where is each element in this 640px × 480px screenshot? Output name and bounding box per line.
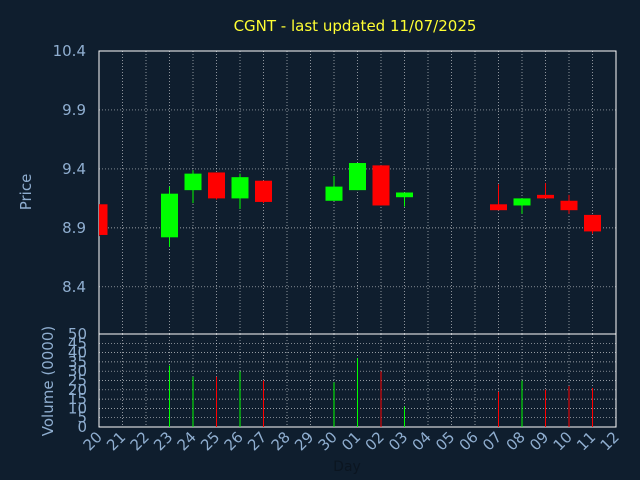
x-axis-label: Day [333, 459, 361, 475]
price-panel: 10.4 9.9 9.4 8.9 8.4 Price [17, 42, 617, 335]
price-y-tick: 9.4 [62, 160, 86, 178]
price-y-tick: 8.9 [62, 219, 86, 237]
candle-body [208, 172, 225, 199]
chart-title: CGNT - last updated 11/07/2025 [234, 17, 477, 35]
candle-body [584, 214, 601, 232]
candle-body [537, 194, 554, 199]
volume-y-tick: 10 [68, 399, 87, 417]
candle-body [161, 193, 178, 238]
volume-y-tick: 30 [68, 362, 87, 380]
candles [99, 163, 601, 247]
volume-y-tick: 25 [68, 372, 87, 390]
candle-body [99, 204, 108, 235]
volume-y-tick: 20 [68, 381, 87, 399]
x-tick-labels: 2021222324252627282930010203040506070809… [80, 428, 623, 454]
candle-body [513, 198, 531, 206]
volume-y-tick: 0 [77, 418, 87, 436]
candle-body [255, 180, 272, 202]
candle-body [325, 186, 343, 201]
candle-body [396, 192, 413, 198]
price-y-tick: 10.4 [53, 42, 86, 60]
volume-y-tick: 50 [68, 325, 87, 343]
candle-body [560, 200, 578, 211]
candle-body [372, 165, 390, 206]
volume-y-tick: 15 [68, 390, 87, 408]
price-axis-label: Price [17, 174, 35, 211]
volume-axis-label: Volume (0000) [39, 326, 57, 436]
price-y-tick: 9.9 [62, 101, 86, 119]
candle-body [184, 173, 202, 191]
volume-y-tick: 40 [68, 344, 87, 362]
candle-body [231, 177, 249, 199]
volume-y-tick: 35 [68, 353, 87, 371]
candle-body [490, 204, 507, 211]
price-y-ticks: 10.4 9.9 9.4 8.9 8.4 [53, 42, 86, 296]
volume-y-tick: 45 [68, 334, 87, 352]
volume-bars [169, 358, 593, 427]
price-y-tick: 8.4 [62, 278, 86, 296]
candle-body [349, 163, 366, 191]
volume-y-tick: 5 [77, 409, 87, 427]
